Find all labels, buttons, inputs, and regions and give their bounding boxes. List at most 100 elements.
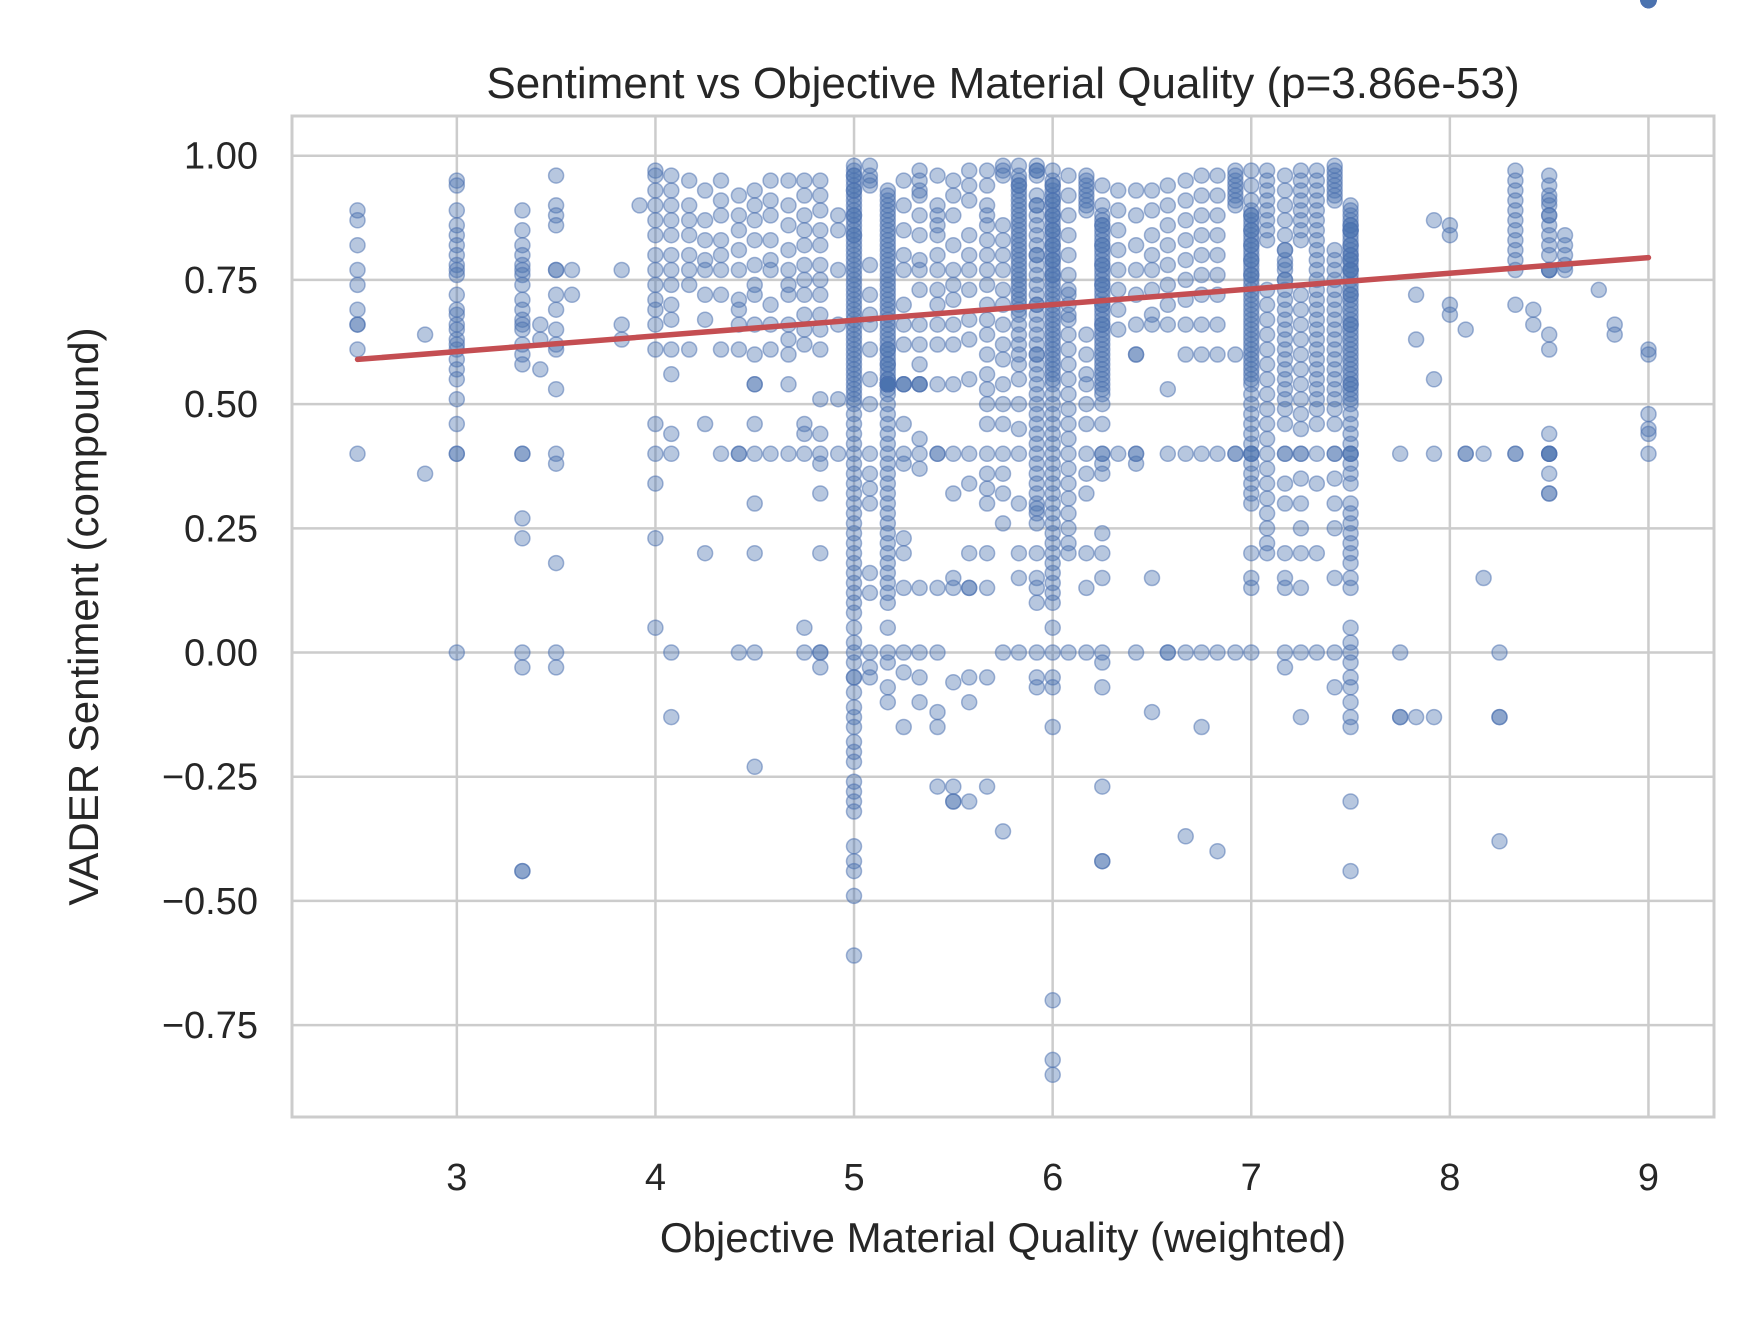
data-point (762, 231, 779, 249)
x-tick-label: 4 (645, 1157, 666, 1199)
y-tick-label: 0.75 (184, 260, 258, 302)
data-point (1060, 544, 1077, 562)
data-point (1177, 316, 1194, 333)
data-point (812, 271, 829, 289)
data-point (994, 246, 1012, 264)
data-point (796, 286, 813, 304)
data-point (895, 222, 912, 239)
data-point (1342, 475, 1359, 492)
data-point (780, 376, 797, 393)
data-point (1243, 192, 1260, 209)
data-point (911, 261, 928, 279)
data-point (1276, 197, 1294, 214)
data-point (796, 445, 813, 463)
data-point (945, 276, 962, 294)
data-point (547, 659, 565, 676)
data-point (895, 415, 912, 433)
data-point (663, 197, 680, 214)
data-point (994, 281, 1012, 299)
data-point (730, 241, 748, 259)
data-point (780, 197, 797, 214)
data-point (911, 336, 928, 353)
data-point (514, 644, 531, 661)
data-point (1010, 544, 1028, 562)
data-point (1109, 241, 1127, 259)
data-point (1243, 251, 1260, 269)
data-point (796, 306, 813, 323)
data-point (712, 261, 730, 279)
data-point (1109, 222, 1127, 239)
data-point (712, 231, 730, 249)
data-point (1094, 217, 1111, 234)
data-point (1028, 197, 1046, 214)
data-point (1342, 286, 1359, 304)
data-point (680, 261, 698, 279)
data-point (1028, 515, 1046, 532)
data-point (1292, 544, 1310, 562)
data-point (1193, 644, 1210, 661)
data-point (631, 197, 648, 214)
x-tick-label: 8 (1439, 1157, 1460, 1199)
data-point (1044, 718, 1061, 736)
data-point (780, 241, 797, 259)
data-point (845, 226, 863, 244)
data-point (448, 261, 466, 279)
data-point (929, 197, 946, 214)
data-point (647, 246, 664, 264)
data-point (1258, 490, 1276, 507)
data-point (845, 838, 863, 855)
data-point (1060, 475, 1077, 492)
data-point (796, 271, 813, 289)
data-point (1540, 425, 1558, 443)
data-point (696, 212, 714, 229)
data-point (1060, 644, 1077, 661)
data-point (1292, 316, 1310, 333)
trend-line-group (354, 254, 1652, 363)
data-point (1491, 833, 1508, 850)
data-point (1094, 197, 1111, 214)
data-point (812, 256, 829, 274)
data-point (861, 564, 879, 582)
data-point (1078, 376, 1095, 393)
data-point (1127, 236, 1145, 254)
data-point (1243, 544, 1260, 562)
data-point (547, 554, 565, 572)
data-point (663, 341, 680, 358)
data-point (1078, 445, 1095, 463)
data-point (1391, 445, 1409, 463)
data-point (1243, 579, 1260, 597)
data-point (861, 445, 879, 463)
data-point (1276, 182, 1294, 199)
data-point (1292, 470, 1310, 487)
data-point (994, 336, 1012, 353)
data-point (1640, 346, 1657, 363)
data-point (1127, 445, 1145, 463)
data-point (514, 222, 531, 239)
data-point (746, 758, 763, 776)
data-point (1292, 286, 1310, 304)
data-point (1326, 679, 1343, 696)
data-point (812, 644, 829, 661)
data-point (879, 619, 897, 636)
data-point (829, 222, 847, 239)
data-point (547, 167, 565, 184)
data-point (1342, 793, 1359, 810)
data-point (1342, 862, 1359, 880)
data-point (730, 261, 748, 279)
data-point (1292, 708, 1310, 726)
data-point (1425, 371, 1443, 388)
data-point (1491, 708, 1508, 726)
data-point (1209, 266, 1226, 284)
data-points (349, 0, 1657, 1084)
data-point (1127, 644, 1145, 661)
data-point (929, 778, 946, 795)
data-point (663, 226, 680, 244)
data-point (879, 376, 897, 393)
data-point (1060, 490, 1077, 507)
data-point (762, 445, 779, 463)
data-point (1109, 321, 1127, 338)
data-point (812, 485, 829, 502)
data-point (945, 316, 962, 333)
data-point (1028, 167, 1046, 184)
data-point (647, 167, 664, 184)
